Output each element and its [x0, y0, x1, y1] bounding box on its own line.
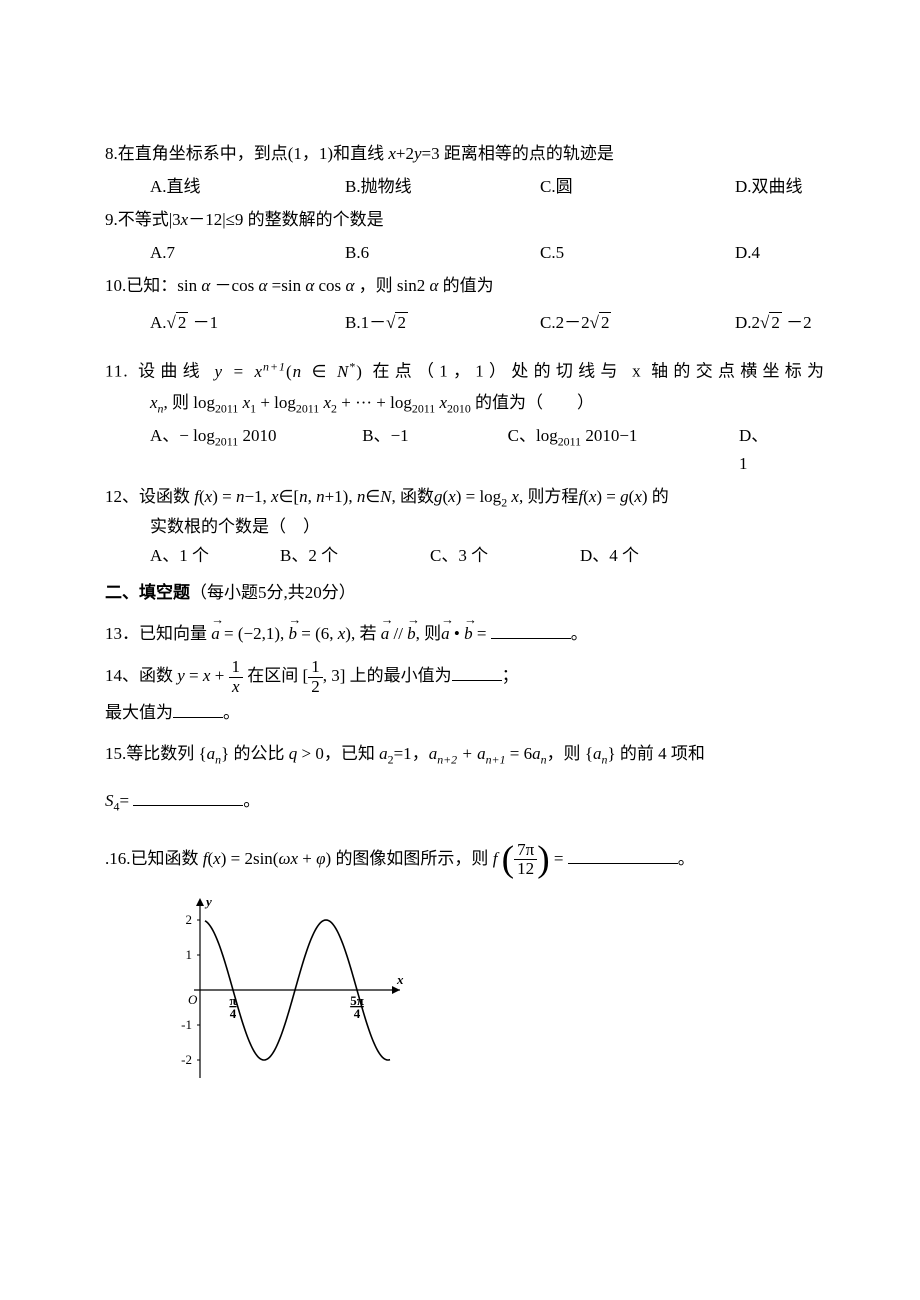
q8-opt-b: B.抛物线	[345, 173, 540, 202]
section-2-header: 二、填空题（每小题5分,共20分）	[105, 579, 825, 608]
question-8: 8.在直角坐标系中，到点(1，1)和直线 x+2y=3 距离相等的点的轨迹是	[105, 140, 825, 169]
q9-options: A.7 B.6 C.5 D.4	[105, 239, 825, 268]
q10-opt-a: A.2 －1	[150, 304, 345, 341]
q14-blank-min[interactable]	[452, 664, 502, 681]
q11-options: A、− log2011 2010 B、−1 C、log2011 2010−1 D…	[105, 422, 825, 480]
q9-text: 9.不等式|3x－12|≤9 的整数解的个数是	[105, 210, 384, 229]
q11-opt-c: C、log2011 2010−1	[508, 422, 689, 480]
q11-opt-a: A、− log2011 2010	[150, 422, 312, 480]
q15-blank[interactable]	[133, 789, 243, 806]
q9-opt-a: A.7	[150, 239, 345, 268]
svg-text:1: 1	[186, 947, 193, 962]
q8-text: 8.在直角坐标系中，到点(1，1)和直线 x+2y=3 距离相等的点的轨迹是	[105, 144, 614, 163]
svg-text:O: O	[188, 992, 198, 1007]
q12-options: A、1 个 B、2 个 C、3 个 D、4 个	[105, 542, 825, 571]
svg-text:x: x	[396, 972, 404, 987]
q10-opt-b: B.1－2	[345, 304, 540, 341]
q14-line2: 最大值为。	[105, 699, 825, 728]
q11-opt-b: B、−1	[362, 422, 457, 480]
svg-text:4: 4	[354, 1006, 361, 1021]
q13-blank[interactable]	[491, 622, 571, 639]
question-9: 9.不等式|3x－12|≤9 的整数解的个数是	[105, 206, 825, 235]
sine-graph: -2-112Oyxπ45π4	[165, 890, 425, 1100]
q10-options: A.2 －1 B.1－2 C.2－22 D.22 －2	[105, 304, 825, 341]
q10-opt-c: C.2－22	[540, 304, 735, 341]
question-13: 13．已知向量 a = (−2,1), b = (6, x), 若 a // b…	[105, 614, 825, 655]
q12-opt-b: B、2 个	[280, 542, 430, 571]
q11-opt-d: D、1	[739, 422, 775, 480]
question-10: 10.已知：sin α －cos α =sin α cos α ，则 sin2 …	[105, 272, 825, 301]
q10-opt-d: D.22 －2	[735, 304, 825, 341]
q10-text: 10.已知：sin α －cos α =sin α cos α ，则 sin2 …	[105, 276, 494, 295]
q11-line1: 11. 设曲线 y = xn+1(n ∈ N*) 在点（1，1）处的切线与 x …	[105, 356, 825, 387]
q8-opt-a: A.直线	[150, 173, 345, 202]
svg-text:-1: -1	[181, 1017, 192, 1032]
q12-opt-d: D、4 个	[580, 542, 639, 571]
q12-line1: 12、设函数 f(x) = n−1, x∈[n, n+1), n∈N, 函数g(…	[105, 483, 825, 513]
question-11: 11. 设曲线 y = xn+1(n ∈ N*) 在点（1，1）处的切线与 x …	[105, 356, 825, 480]
q16-blank[interactable]	[568, 847, 678, 864]
question-12: 12、设函数 f(x) = n−1, x∈[n, n+1), n∈N, 函数g(…	[105, 483, 825, 570]
question-16: .16.已知函数 f(x) = 2sin(ωx + φ) 的图像如图所示，则 f…	[105, 839, 825, 880]
svg-text:-2: -2	[181, 1052, 192, 1067]
q8-opt-c: C.圆	[540, 173, 735, 202]
q9-opt-c: C.5	[540, 239, 735, 268]
q15-line2: S4= 。	[105, 787, 825, 817]
svg-text:2: 2	[186, 912, 193, 927]
q8-opt-d: D.双曲线	[735, 173, 825, 202]
q11-line2: xn, 则 log2011 x1 + log2011 x2 + ··· + lo…	[105, 386, 825, 421]
q14-blank-max[interactable]	[173, 701, 223, 718]
question-15: 15.等比数列 {an} 的公比 q > 0，已知 a2=1，an+2 + an…	[105, 740, 825, 770]
question-14: 14、函数 y = x + 1x 在区间 [12, 3] 上的最小值为；	[105, 654, 825, 698]
q9-opt-b: B.6	[345, 239, 540, 268]
q12-opt-a: A、1 个	[150, 542, 280, 571]
q8-options: A.直线 B.抛物线 C.圆 D.双曲线	[105, 173, 825, 202]
q12-line2: 实数根的个数是（ ）	[105, 513, 825, 542]
q12-opt-c: C、3 个	[430, 542, 580, 571]
q9-opt-d: D.4	[735, 239, 825, 268]
svg-text:y: y	[204, 894, 212, 909]
svg-text:4: 4	[230, 1006, 237, 1021]
